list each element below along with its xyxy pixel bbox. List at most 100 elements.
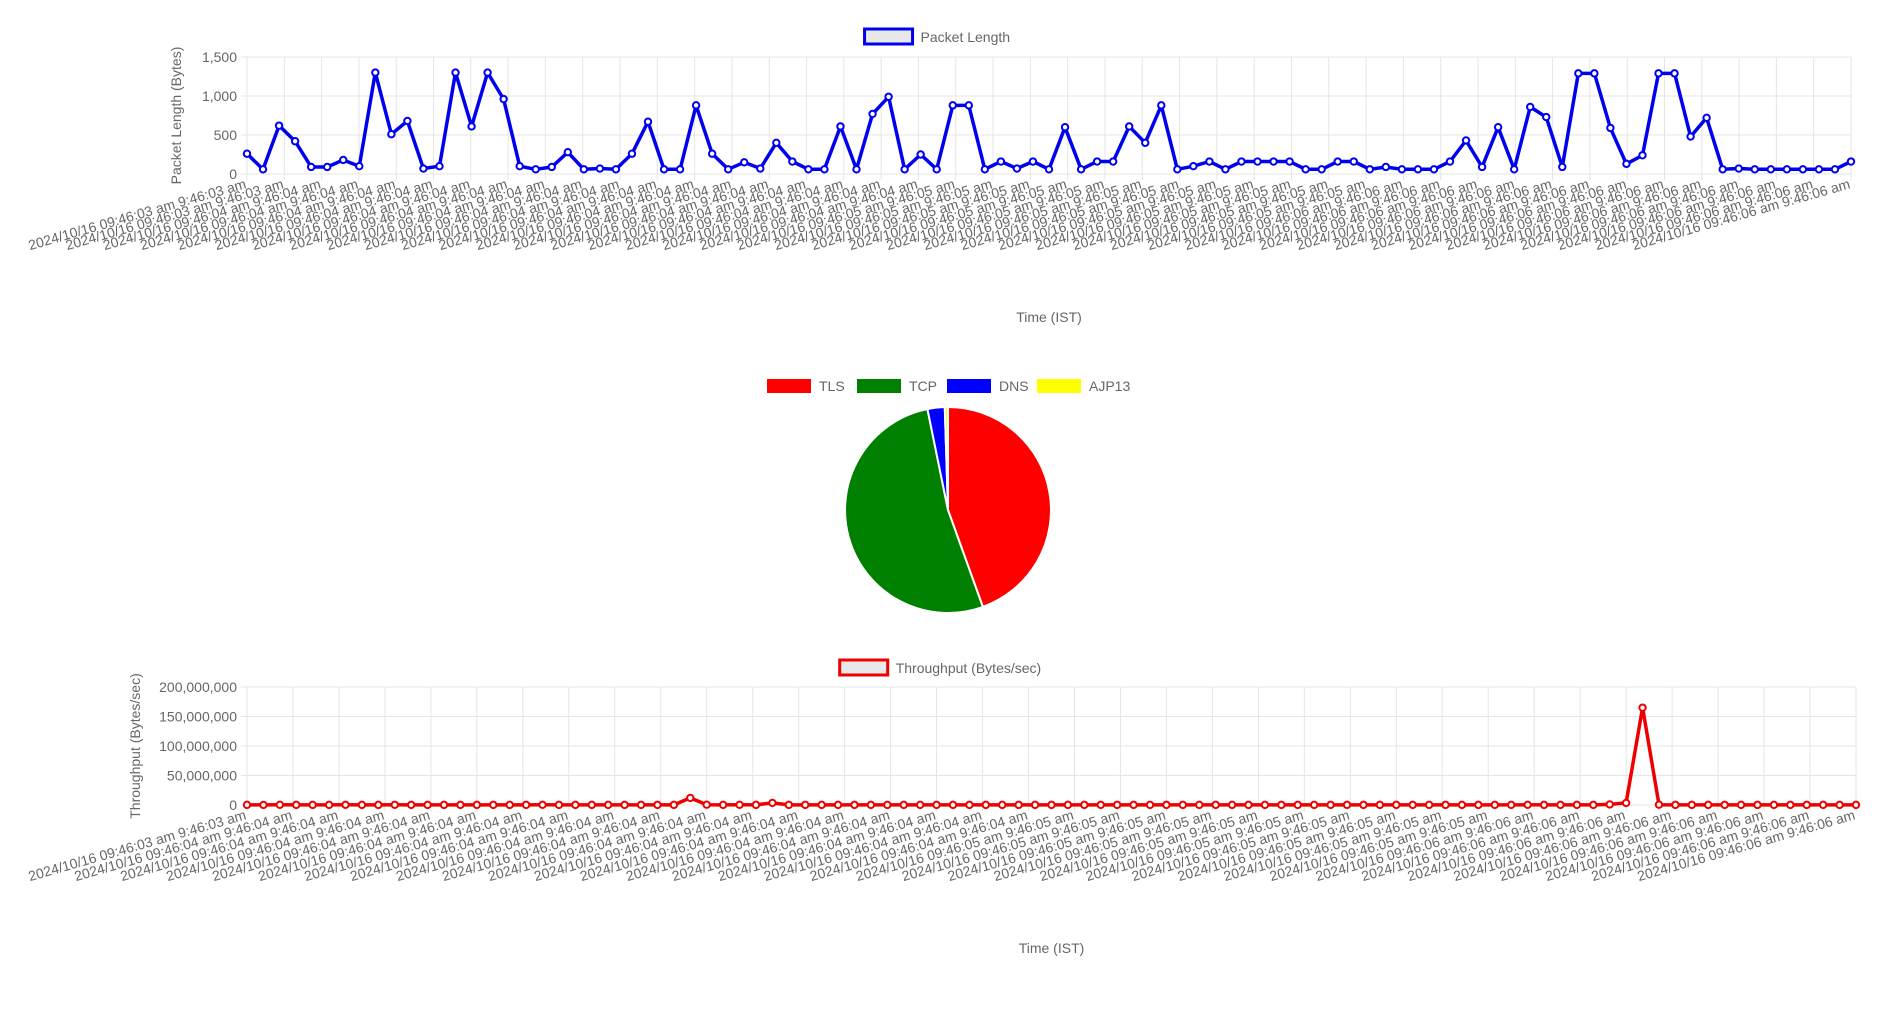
- packet-length-data-point: [1381, 162, 1391, 172]
- throughput-data-point: [1490, 800, 1499, 810]
- packet-length-data-point: [868, 109, 877, 119]
- throughput-data-point: [636, 800, 646, 810]
- throughput-data-point: [1326, 800, 1335, 810]
- throughput-data-point: [1096, 800, 1105, 810]
- throughput-data-point: [1589, 800, 1598, 810]
- throughput-data-point: [374, 800, 383, 810]
- throughput-y-tick-label: 150,000,000: [159, 709, 237, 725]
- throughput-data-point: [472, 800, 482, 810]
- pie-slice-ajp13: [943, 405, 949, 511]
- packet-length-data-point: [1461, 136, 1471, 145]
- packet-length-data-point: [242, 149, 252, 158]
- throughput-data-point: [620, 800, 629, 810]
- throughput-data-point: [439, 800, 449, 810]
- throughput-data-point: [1572, 800, 1582, 810]
- throughput-data-point: [1441, 800, 1450, 810]
- packet-length-data-point: [1526, 102, 1535, 112]
- throughput-data-point: [801, 800, 810, 810]
- throughput-data-point: [784, 800, 794, 810]
- throughput-data-point: [1605, 800, 1614, 809]
- throughput-data-point: [866, 800, 876, 810]
- packet-length-data-point: [1782, 165, 1792, 174]
- packet-length-data-point: [1028, 157, 1038, 166]
- throughput-data-point: [1392, 800, 1401, 810]
- packet-length-data-point: [371, 68, 380, 77]
- throughput-data-point: [1638, 703, 1647, 712]
- packet-length-data-point: [290, 137, 300, 146]
- throughput-data-point: [1654, 800, 1664, 809]
- throughput-data-point: [1736, 800, 1746, 810]
- packet-length-data-point: [900, 165, 909, 174]
- packet-length-data-point: [1574, 69, 1583, 78]
- throughput-x-axis-title: Time (IST): [1019, 940, 1085, 956]
- throughput-data-point: [1211, 800, 1220, 810]
- throughput-data-point: [1786, 800, 1795, 810]
- packet-length-data-point: [1108, 157, 1118, 166]
- throughput-data-point: [571, 800, 580, 810]
- packet-length-data-point: [1413, 165, 1423, 174]
- throughput-data-point: [1818, 800, 1828, 810]
- packet-length-data-point: [323, 162, 332, 172]
- throughput-data-point: [1047, 800, 1056, 810]
- packet-length-y-tick-label: 0: [229, 166, 237, 182]
- throughput-data-point: [1227, 800, 1237, 810]
- packet-length-data-point: [1237, 157, 1246, 166]
- packet-length-data-point: [964, 101, 973, 110]
- throughput-data-point: [1260, 800, 1270, 810]
- packet-length-data-point: [499, 94, 508, 104]
- packet-length-data-point: [707, 149, 717, 158]
- throughput-data-point: [948, 800, 958, 810]
- packet-length-data-point: [387, 130, 396, 139]
- packet-length-data-point: [1606, 123, 1615, 133]
- packet-length-data-point: [1060, 123, 1070, 132]
- packet-length-y-tick-label: 1,000: [202, 88, 237, 104]
- packet-length-data-point: [1734, 164, 1743, 173]
- packet-length-data-point: [467, 122, 476, 131]
- packet-length-data-point: [1590, 69, 1599, 78]
- packet-length-data-point: [1477, 162, 1487, 172]
- throughput-data-point: [932, 800, 941, 810]
- throughput-data-point: [292, 800, 301, 810]
- throughput-y-axis-title: Throughput (Bytes/sec): [127, 673, 143, 819]
- throughput-data-point: [751, 800, 761, 810]
- packet-length-data-point: [355, 162, 364, 171]
- packet-length-data-point: [1702, 113, 1711, 123]
- packet-length-data-point: [595, 164, 605, 173]
- throughput-chart: 0 50,000,000 100,000,000 150,000,000 200,000…: [26, 658, 1861, 956]
- packet-length-data-point: [1830, 165, 1840, 174]
- packet-length-data-point: [932, 165, 941, 174]
- throughput-data-point: [275, 800, 285, 810]
- throughput-legend-label: Throughput (Bytes/sec): [896, 660, 1042, 676]
- throughput-data-point: [981, 800, 991, 810]
- packet-length-data-point: [1157, 101, 1166, 110]
- throughput-data-point: [817, 800, 826, 810]
- throughput-data-point: [1145, 800, 1155, 810]
- throughput-data-point: [735, 800, 744, 810]
- packet-length-data-point: [258, 165, 268, 174]
- packet-length-data-point: [403, 116, 412, 126]
- throughput-data-point: [521, 800, 531, 810]
- pie-legend-label: TLS: [819, 378, 845, 394]
- throughput-data-point: [324, 800, 334, 810]
- packet-length-data-point: [740, 158, 749, 167]
- packet-length-legend-swatch: [863, 27, 915, 46]
- throughput-data-point: [390, 800, 399, 810]
- throughput-data-point: [1802, 800, 1811, 810]
- packet-length-data-point: [1846, 157, 1856, 166]
- packet-length-data-point: [1221, 165, 1230, 174]
- packet-length-data-point: [948, 101, 957, 110]
- throughput-data-point: [406, 800, 416, 810]
- packet-length-data-point: [611, 165, 621, 174]
- packet-length-data-point: [515, 162, 524, 171]
- throughput-data-point: [1769, 800, 1779, 810]
- packet-length-data-point: [659, 165, 669, 174]
- packet-length-data-point: [1044, 165, 1054, 174]
- packet-length-data-point: [1429, 165, 1439, 174]
- packet-length-data-point: [1493, 123, 1503, 132]
- packet-length-data-point: [1798, 165, 1808, 174]
- packet-length-data-point: [306, 162, 316, 172]
- packet-length-data-point: [1012, 164, 1022, 173]
- packet-length-data-point: [1622, 159, 1631, 169]
- packet-length-data-point: [483, 68, 492, 77]
